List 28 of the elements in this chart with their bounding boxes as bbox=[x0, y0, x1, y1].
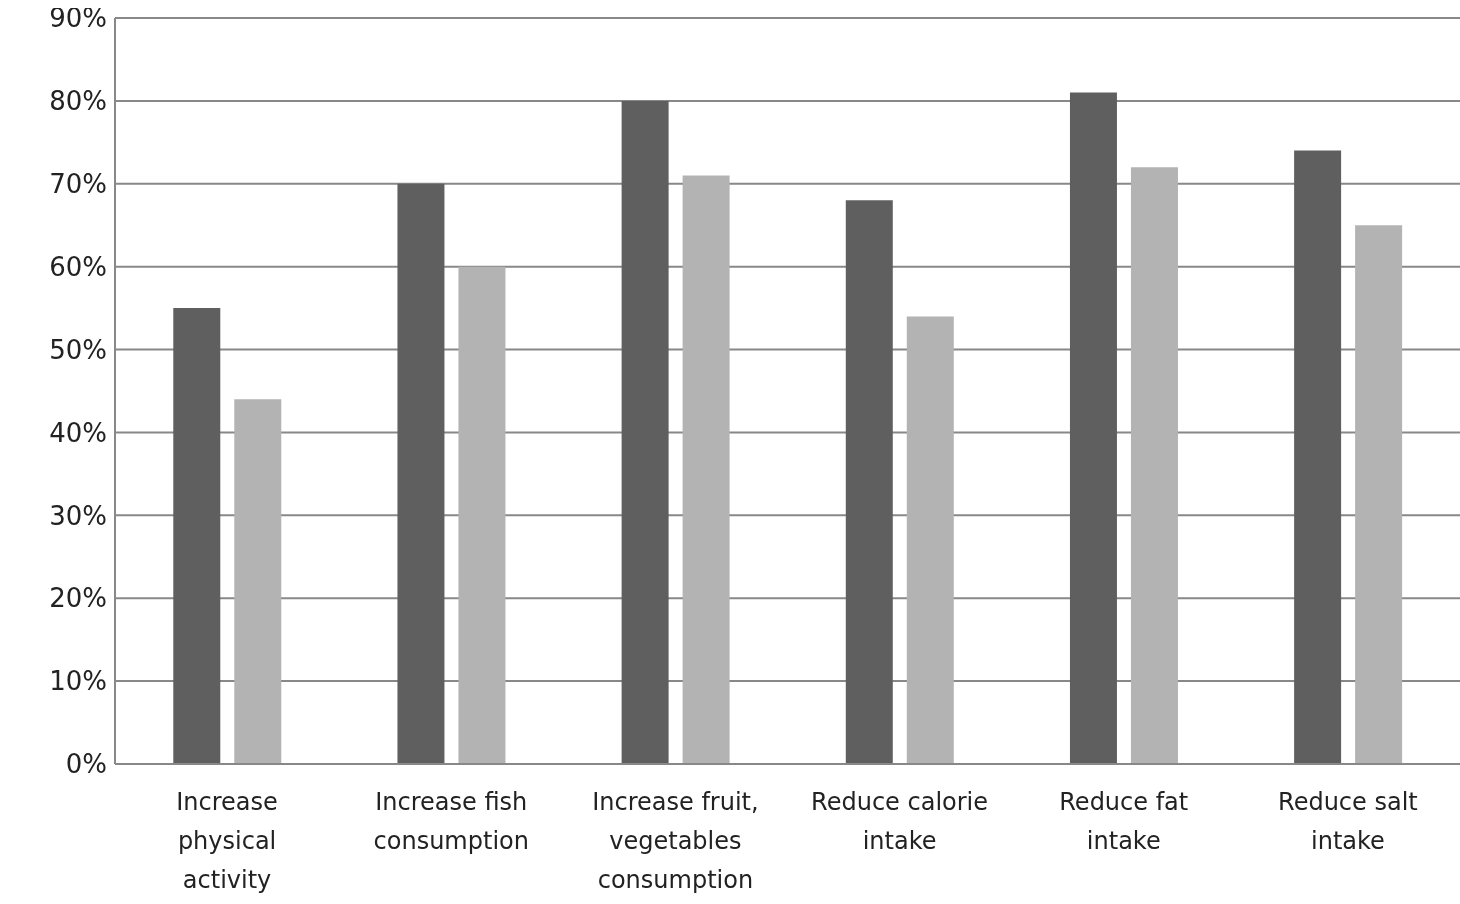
bar bbox=[1130, 167, 1178, 764]
bar bbox=[1069, 92, 1117, 764]
x-tick-label: Reduce salt intake bbox=[1278, 788, 1418, 855]
x-tick-label: Increase physical activity bbox=[176, 788, 278, 894]
y-tick-label: 70% bbox=[49, 169, 107, 200]
bar bbox=[906, 316, 954, 764]
y-tick-label: 60% bbox=[49, 251, 107, 282]
y-tick-label: 90% bbox=[49, 3, 107, 34]
x-tick-label: Reduce fat intake bbox=[1059, 788, 1189, 855]
x-tick-label: Increase fish consumption bbox=[373, 788, 529, 855]
bar bbox=[845, 200, 893, 764]
y-tick-label: 80% bbox=[49, 86, 107, 117]
bar bbox=[234, 399, 282, 764]
x-tick-label: Reduce calorie intake bbox=[811, 788, 989, 855]
y-tick-label: 50% bbox=[49, 334, 107, 365]
y-tick-label: 30% bbox=[49, 500, 107, 531]
bar bbox=[1355, 225, 1403, 764]
x-tick-label: Increase fruit, vegetables consumption bbox=[592, 788, 759, 894]
y-tick-label: 40% bbox=[49, 417, 107, 448]
y-tick-label: 10% bbox=[49, 666, 107, 697]
bar bbox=[397, 183, 445, 764]
bar bbox=[682, 175, 730, 764]
bar bbox=[621, 100, 669, 764]
bar bbox=[173, 308, 221, 764]
y-tick-label: 0% bbox=[65, 749, 107, 780]
bar bbox=[458, 266, 506, 764]
y-tick-label: 20% bbox=[49, 583, 107, 614]
bar bbox=[1294, 150, 1342, 764]
